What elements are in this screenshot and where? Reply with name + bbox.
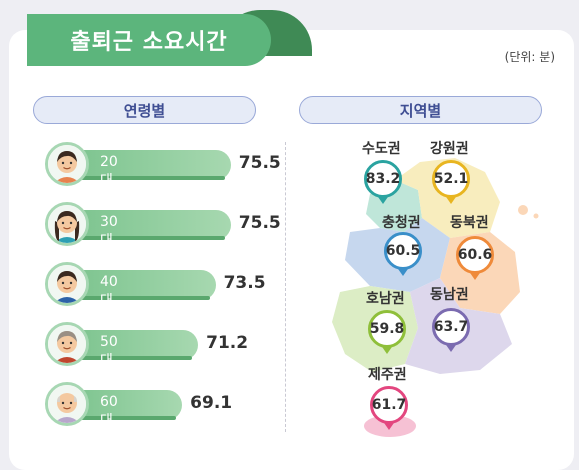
region-name-label: 제주권 [368,367,407,383]
map-island-east-small [533,213,539,219]
region-value-label: 59.8 [368,310,406,348]
region-pin-marker: 83.2 [364,160,402,206]
pin-tip [444,342,458,352]
pin-tip [376,194,390,204]
region-pin-marker: 63.7 [432,308,470,354]
young-man-icon [45,142,89,186]
pin-tip [396,266,410,276]
region-name-label: 충청권 [382,215,421,231]
age-value-label: 69.1 [190,393,233,413]
pin-tip [380,344,394,354]
region-pin-marker: 60.6 [456,236,494,282]
region-value-label: 83.2 [364,160,402,198]
pin-tip [382,420,396,430]
pin-tip [468,270,482,280]
region-value-label: 60.6 [456,236,494,274]
age-bar [75,210,231,240]
elderly-man-icon [45,382,89,426]
region-pin-marker: 61.7 [370,386,408,432]
region-pin-marker: 52.1 [432,160,470,206]
age-value-label: 75.5 [238,213,281,233]
pin-tip [444,194,458,204]
age-bar [75,330,199,360]
region-section-header: 지역별 [299,96,542,124]
region-value-label: 52.1 [432,160,470,198]
unit-label: (단위: 분) [504,50,555,64]
region-name-label: 호남권 [366,291,405,307]
region-pin-marker: 60.5 [384,232,422,278]
age-value-label: 71.2 [206,333,249,353]
age-value-label: 73.5 [223,273,266,293]
region-value-label: 61.7 [370,386,408,424]
age-category-label: 50대 [100,334,118,369]
woman-icon [45,202,89,246]
region-pin-marker: 59.8 [368,310,406,356]
region-value-label: 63.7 [432,308,470,346]
region-name-label: 동남권 [430,287,469,303]
page-title: 출퇴근 소요시간 [27,14,271,66]
age-bar [75,270,216,300]
region-name-label: 강원권 [430,141,469,157]
age-category-label: 30대 [100,214,118,249]
age-section-header: 연령별 [33,96,256,124]
region-name-label: 수도권 [362,141,401,157]
region-value-label: 60.5 [384,232,422,270]
older-man-icon [45,322,89,366]
age-value-label: 75.5 [238,153,281,173]
age-category-label: 40대 [100,274,118,309]
korea-region-map: 수도권 83.2 강원권 52.1 충청권 60.5 동북권 60.6 호남권 59.8 동남권 63… [300,132,560,442]
man-icon [45,262,89,306]
section-divider [285,142,286,432]
age-bar [75,390,183,420]
map-island-east [518,205,528,215]
age-bar [75,150,231,180]
region-name-label: 동북권 [450,215,489,231]
